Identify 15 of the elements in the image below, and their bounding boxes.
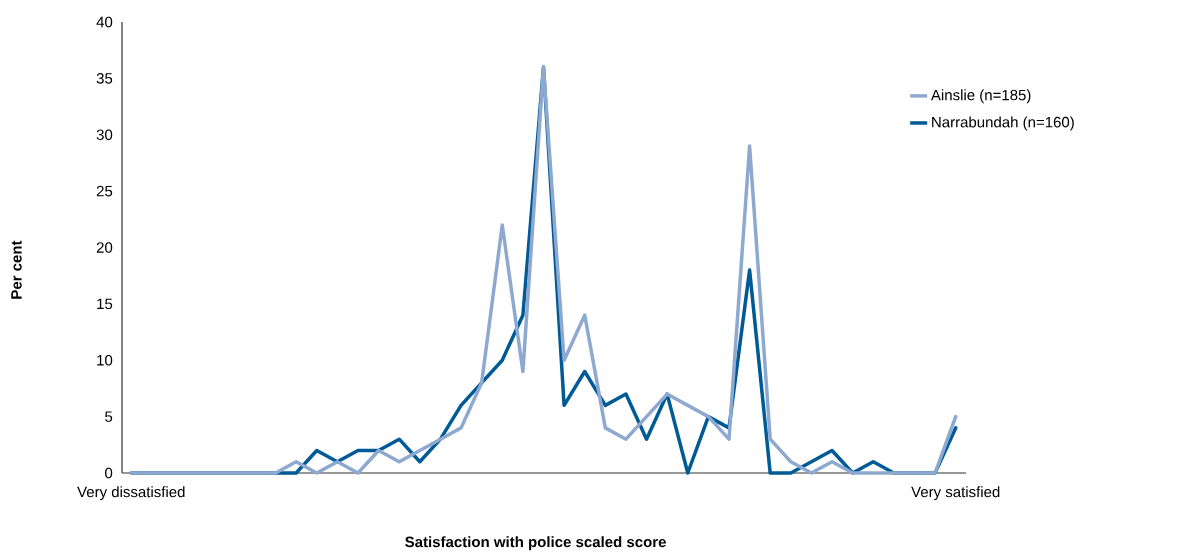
y-tick-label: 5 [105,411,113,422]
legend-label: Narrabundah (n=160) [932,116,1074,131]
x-tick-label: Very satisfied [911,486,1000,501]
y-tick-label: 40 [96,16,113,28]
legend-label: Ainslie (n=185) [930,89,1031,104]
y-tick-label: 30 [96,129,113,141]
y-axis-title: Per cent [11,240,22,299]
y-tick-label: 25 [96,185,113,197]
x-tick-label: Very dissatisfied [77,486,185,501]
y-tick-label: 10 [97,354,113,366]
x-axis-title: Satisfaction with police scaled score [405,536,666,551]
y-tick-label: 0 [105,467,113,479]
y-tick-label: 35 [96,73,113,84]
y-tick-label: 15 [97,298,113,310]
y-tick-label: 20 [96,242,113,253]
